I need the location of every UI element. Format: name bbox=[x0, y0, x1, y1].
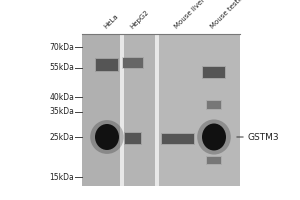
Ellipse shape bbox=[202, 123, 226, 150]
Bar bbox=[207, 101, 221, 109]
Bar bbox=[207, 156, 221, 164]
Text: Mouse liver: Mouse liver bbox=[174, 0, 206, 30]
Ellipse shape bbox=[90, 120, 124, 154]
Text: GSTM3: GSTM3 bbox=[248, 132, 280, 142]
Text: HepG2: HepG2 bbox=[129, 9, 150, 30]
Bar bbox=[96, 59, 118, 71]
Text: 40kDa: 40kDa bbox=[49, 92, 74, 102]
Bar bbox=[203, 66, 225, 77]
Bar bbox=[162, 134, 194, 144]
Bar bbox=[202, 66, 226, 78]
Text: 25kDa: 25kDa bbox=[49, 132, 74, 142]
Bar bbox=[206, 100, 222, 110]
Bar bbox=[82, 34, 120, 186]
Bar bbox=[122, 57, 144, 69]
Bar bbox=[161, 133, 195, 145]
Ellipse shape bbox=[197, 119, 231, 155]
Bar bbox=[206, 156, 222, 164]
Ellipse shape bbox=[95, 124, 119, 150]
Bar bbox=[124, 132, 142, 144]
Bar bbox=[159, 34, 240, 186]
Text: 35kDa: 35kDa bbox=[49, 108, 74, 116]
Text: 70kDa: 70kDa bbox=[49, 43, 74, 51]
Text: Mouse testis: Mouse testis bbox=[210, 0, 245, 30]
Bar bbox=[120, 34, 124, 186]
Bar bbox=[123, 58, 143, 68]
Text: HeLa: HeLa bbox=[103, 13, 119, 30]
Bar bbox=[95, 58, 119, 72]
Text: 55kDa: 55kDa bbox=[49, 64, 74, 72]
Bar bbox=[155, 34, 159, 186]
Bar bbox=[125, 132, 141, 144]
Text: 15kDa: 15kDa bbox=[49, 172, 74, 182]
Bar bbox=[124, 34, 155, 186]
